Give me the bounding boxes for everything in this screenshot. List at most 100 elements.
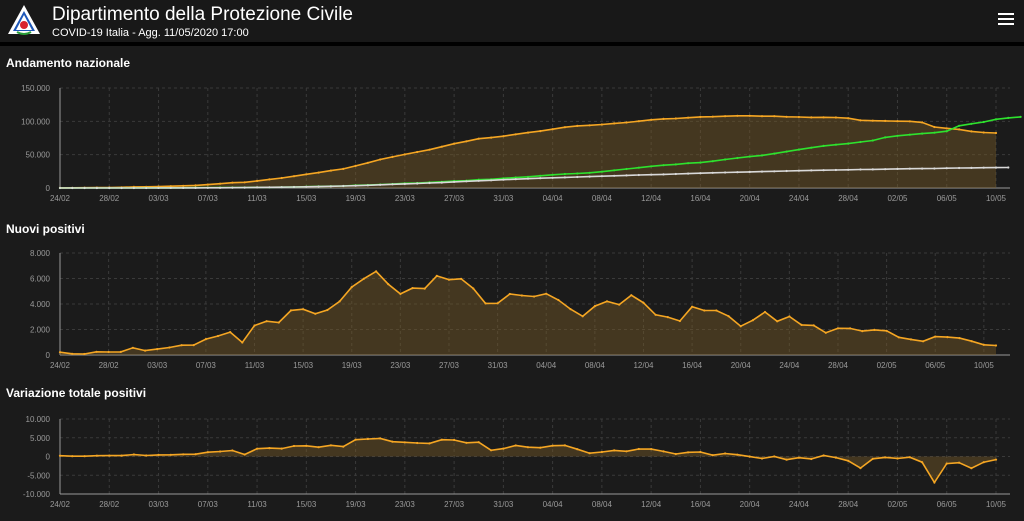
data-point xyxy=(776,320,779,323)
data-point xyxy=(256,447,259,450)
data-point xyxy=(526,131,530,134)
data-point xyxy=(329,444,332,447)
chart-title-variazione: Variazione totale positivi xyxy=(6,386,147,400)
data-point xyxy=(391,183,394,186)
data-point xyxy=(563,172,567,176)
data-point xyxy=(785,115,788,118)
data-point xyxy=(305,173,308,176)
data-point xyxy=(144,349,147,352)
data-point xyxy=(551,128,554,131)
data-point xyxy=(342,184,345,188)
data-point xyxy=(613,122,616,125)
data-point xyxy=(292,175,296,178)
data-point xyxy=(472,287,475,290)
data-point xyxy=(108,454,111,457)
data-point xyxy=(157,186,160,189)
data-point xyxy=(243,453,246,456)
x-tick-label: 19/03 xyxy=(342,361,363,370)
data-point xyxy=(576,175,579,179)
x-tick-label: 27/03 xyxy=(439,361,460,370)
header-separator xyxy=(0,42,1024,46)
data-point xyxy=(699,161,702,164)
data-point xyxy=(896,167,899,170)
x-tick-label: 12/04 xyxy=(633,361,654,370)
data-point xyxy=(83,455,86,458)
data-point xyxy=(120,454,123,457)
data-point xyxy=(145,454,148,457)
data-point xyxy=(994,344,998,347)
data-point xyxy=(921,121,924,124)
data-point xyxy=(569,308,572,311)
y-tick-label: 150.000 xyxy=(21,84,50,93)
data-point xyxy=(206,183,209,186)
data-point xyxy=(354,164,357,167)
data-point xyxy=(748,455,751,458)
data-point xyxy=(970,340,973,343)
x-tick-label: 31/03 xyxy=(488,361,509,370)
data-point xyxy=(563,444,567,447)
protezione-civile-logo xyxy=(8,5,40,35)
data-point xyxy=(477,137,480,140)
data-point xyxy=(822,116,825,119)
data-point xyxy=(545,292,548,295)
x-tick-label: 03/03 xyxy=(149,194,170,203)
data-point xyxy=(958,166,961,170)
x-tick-label: 07/03 xyxy=(198,500,219,509)
data-point xyxy=(724,158,727,161)
data-point xyxy=(169,185,172,188)
data-point xyxy=(514,178,517,181)
data-point xyxy=(763,310,767,314)
x-tick-label: 28/02 xyxy=(99,194,120,203)
data-point xyxy=(194,184,197,187)
data-point xyxy=(329,185,332,188)
data-point xyxy=(379,437,382,440)
x-tick-label: 24/02 xyxy=(50,500,71,509)
x-tick-label: 10/05 xyxy=(986,500,1007,509)
app-header: Dipartimento della Protezione Civile COV… xyxy=(0,0,1024,42)
data-point xyxy=(908,167,911,170)
data-point xyxy=(945,167,948,170)
data-point xyxy=(354,438,357,441)
data-point xyxy=(824,331,827,334)
data-point xyxy=(508,292,511,296)
data-point xyxy=(219,186,222,189)
data-point xyxy=(403,182,406,185)
data-point xyxy=(994,118,998,121)
data-point xyxy=(502,178,505,181)
data-point xyxy=(539,446,542,449)
x-tick-label: 28/04 xyxy=(838,194,859,203)
data-point xyxy=(600,170,604,173)
data-point xyxy=(662,117,665,120)
data-point xyxy=(797,169,801,172)
data-point xyxy=(563,126,567,129)
x-tick-label: 08/04 xyxy=(585,361,606,370)
data-point xyxy=(416,182,419,185)
data-point xyxy=(563,176,567,179)
x-tick-label: 02/05 xyxy=(887,500,908,509)
data-point xyxy=(539,174,542,177)
x-tick-label: 03/03 xyxy=(149,500,170,509)
data-point xyxy=(350,286,353,289)
page-subtitle: COVID-19 Italia - Agg. 11/05/2020 17:00 xyxy=(52,27,249,39)
data-point xyxy=(847,459,850,462)
data-point xyxy=(588,124,591,127)
data-point xyxy=(533,295,536,298)
data-point xyxy=(375,270,378,273)
data-point xyxy=(502,447,505,450)
data-point xyxy=(834,456,838,459)
x-tick-label: 28/04 xyxy=(828,361,849,370)
data-point xyxy=(440,145,443,148)
data-point xyxy=(884,456,887,459)
data-point xyxy=(145,186,148,190)
data-point xyxy=(514,133,517,136)
data-point xyxy=(600,450,604,454)
x-tick-label: 23/03 xyxy=(395,194,416,203)
data-point xyxy=(946,336,949,339)
data-point xyxy=(970,166,973,169)
data-point xyxy=(773,152,776,155)
data-point xyxy=(180,344,183,347)
data-point xyxy=(292,444,296,448)
data-point xyxy=(970,122,973,125)
hamburger-menu-icon[interactable] xyxy=(998,10,1014,28)
data-point xyxy=(520,294,524,297)
